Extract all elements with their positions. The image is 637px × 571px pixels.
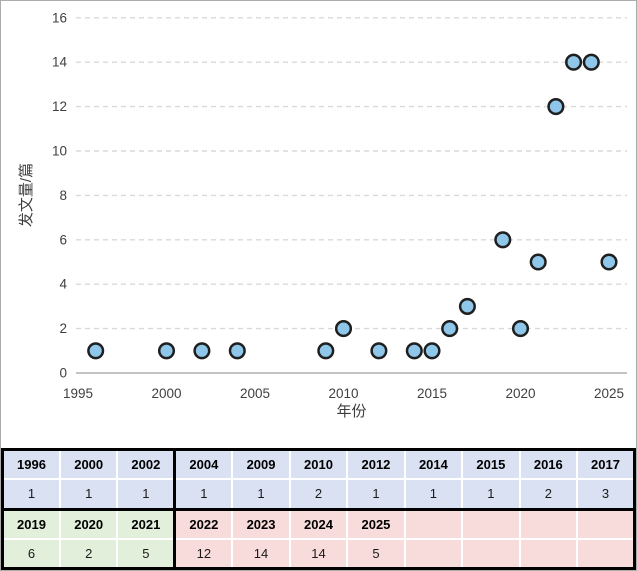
table-cell-value: 2 xyxy=(288,478,349,511)
table-cell-year: 2022 xyxy=(173,508,234,540)
table-cell-year: 2021 xyxy=(116,508,177,540)
scatter-point xyxy=(441,320,459,338)
x-axis-title: 年份 xyxy=(336,403,366,420)
y-tick-label: 16 xyxy=(52,10,67,25)
table-cell-year: 2004 xyxy=(173,448,234,481)
table-cell-year: 2000 xyxy=(58,448,119,481)
table-cell-value: 1 xyxy=(461,478,521,511)
y-tick-label: 12 xyxy=(52,99,67,114)
y-tick-label: 6 xyxy=(59,232,67,247)
table-cell-value: 1 xyxy=(58,478,119,511)
scatter-point xyxy=(193,342,211,360)
scatter-point xyxy=(317,342,335,360)
y-tick-label: 10 xyxy=(52,144,67,159)
table-cell-value: 2 xyxy=(58,537,119,570)
table-cell-value: 1 xyxy=(116,478,177,511)
scatter-point xyxy=(423,342,441,360)
table-cell-value xyxy=(576,537,636,570)
table-cell-value: 5 xyxy=(346,537,406,570)
table-cell-value: 1 xyxy=(1,478,61,511)
table-cell-year xyxy=(576,508,636,540)
table-cell-value: 1 xyxy=(346,478,406,511)
x-tick-label: 2010 xyxy=(328,386,358,401)
scatter-point xyxy=(458,297,476,315)
table-row: 2019 2020 2021 2022 2023 2024 2025 xyxy=(1,508,636,540)
table-cell-year: 1996 xyxy=(1,448,61,481)
table-cell-value: 14 xyxy=(288,537,349,570)
x-tick-label: 2025 xyxy=(594,386,624,401)
table-cell-year: 2015 xyxy=(461,448,521,481)
table-cell-value: 6 xyxy=(1,537,61,570)
scatter-point xyxy=(87,342,105,360)
publications-scatter-chart: 0 2 4 6 8 10 12 14 16 1995 2000 2005 2010 2015 2020 202… xyxy=(1,1,636,448)
table-cell-value: 3 xyxy=(576,478,636,511)
y-tick-label: 2 xyxy=(59,321,67,336)
y-tick-label: 14 xyxy=(52,55,68,70)
table-cell-value: 12 xyxy=(173,537,234,570)
chart-svg: 0 2 4 6 8 10 12 14 16 1995 2000 2005 2010 2015 2020 202… xyxy=(17,10,627,420)
scatter-point xyxy=(157,342,176,360)
table-cell-value: 14 xyxy=(231,537,291,570)
table-cell-year: 2020 xyxy=(58,508,119,540)
table-cell-year xyxy=(403,508,464,540)
table-cell-year: 2024 xyxy=(288,508,349,540)
table-cell-year: 2012 xyxy=(346,448,406,481)
scatter-point xyxy=(511,320,530,338)
x-tick-label: 2015 xyxy=(417,386,447,401)
table-cell-value xyxy=(403,537,464,570)
table-cell-value: 1 xyxy=(403,478,464,511)
scatter-point xyxy=(370,342,388,360)
scatter-point xyxy=(529,253,547,271)
x-tick-label: 2000 xyxy=(151,386,181,401)
table-cell-year: 2010 xyxy=(288,448,349,481)
scatter-point xyxy=(582,53,600,71)
table-cell-year: 2016 xyxy=(518,448,579,481)
scatter-point xyxy=(334,320,353,338)
table-cell-value: 1 xyxy=(231,478,291,511)
y-tick-label: 4 xyxy=(59,277,67,292)
table-cell-year: 2002 xyxy=(116,448,177,481)
y-axis-title: 发文量/篇 xyxy=(17,163,35,227)
x-tick-label: 1995 xyxy=(63,386,93,401)
table-cell-value xyxy=(518,537,579,570)
scatter-point xyxy=(228,342,246,360)
scatter-point xyxy=(565,53,583,71)
table-row: 6 2 5 12 14 14 5 xyxy=(1,537,636,570)
table-cell-year xyxy=(518,508,579,540)
table-cell-year: 2023 xyxy=(231,508,291,540)
table-cell-year: 2014 xyxy=(403,448,464,481)
y-tick-label: 0 xyxy=(59,366,67,381)
scatter-point xyxy=(547,98,565,116)
x-tick-label: 2005 xyxy=(240,386,270,401)
table-cell-year: 2019 xyxy=(1,508,61,540)
y-tick-label: 8 xyxy=(59,188,67,203)
table-cell-year: 2017 xyxy=(576,448,636,481)
table-cell-year xyxy=(461,508,521,540)
table-cell-value xyxy=(461,537,521,570)
table-cell-value: 5 xyxy=(116,537,177,570)
scatter-point xyxy=(494,231,512,249)
table-cell-year: 2025 xyxy=(346,508,406,540)
x-tick-label: 2020 xyxy=(505,386,535,401)
table-cell-year: 2009 xyxy=(231,448,291,481)
scatter-point xyxy=(600,253,618,271)
scatter-point xyxy=(405,342,423,360)
table-row: 1996 2000 2002 2004 2009 2010 2012 2014 2015 2016… xyxy=(1,448,636,481)
data-table: 1996 2000 2002 2004 2009 2010 2012 2014 2015 2016… xyxy=(1,448,636,570)
table-cell-value: 2 xyxy=(518,478,579,511)
table-cell-value: 1 xyxy=(173,478,234,511)
